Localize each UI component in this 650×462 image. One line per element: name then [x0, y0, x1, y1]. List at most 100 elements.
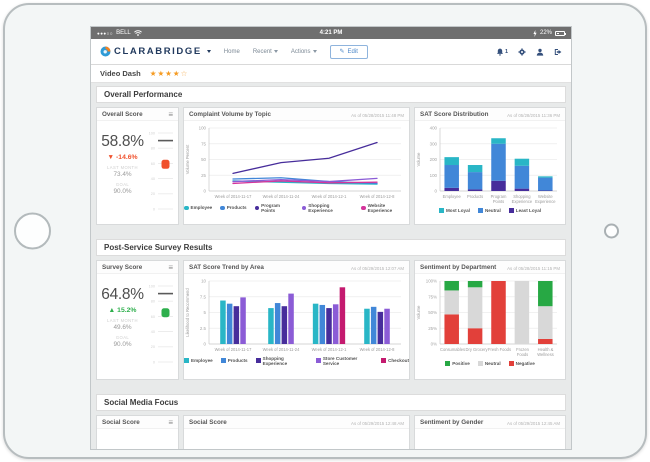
- legend-label: Shopping Experience: [308, 202, 333, 213]
- chart-canvas: 0% 25% 50% 75% 100% Volume: [416, 279, 557, 347]
- pencil-icon: ✎: [339, 49, 345, 55]
- chart-legend: Positive Neutral Negative: [415, 360, 565, 366]
- x-tick-label: Fresh Foods: [488, 347, 512, 352]
- app-navbar: CLARABRIDGE Home Recent Actions ✎ Edit: [91, 39, 571, 65]
- panel-title: SAT Score Trend by Area: [189, 264, 264, 271]
- panel-title: Survey Score: [102, 264, 143, 271]
- user-icon: [536, 48, 544, 56]
- nav-item-label: Home: [223, 48, 240, 55]
- sign-out-icon: [554, 48, 562, 55]
- edit-button[interactable]: ✎ Edit: [329, 44, 368, 59]
- brand-logo[interactable]: CLARABRIDGE: [100, 46, 211, 57]
- panel-menu-icon[interactable]: ≡: [168, 418, 173, 427]
- legend-item[interactable]: Products: [220, 205, 247, 210]
- legend-item[interactable]: Shopping Experience: [301, 202, 353, 213]
- edit-button-label: Edit: [347, 48, 358, 55]
- battery-percent: 22%: [539, 30, 552, 36]
- x-tick-label: Frozen Foods: [516, 347, 529, 357]
- svg-text:80: 80: [151, 147, 155, 151]
- user-button[interactable]: [536, 48, 544, 56]
- section-overall-performance: Overall Performance: [96, 86, 566, 103]
- legend-swatch: [477, 360, 483, 366]
- legend-item[interactable]: Neutral: [477, 207, 501, 213]
- legend-item[interactable]: Products: [220, 358, 248, 364]
- x-tick-label: Employee: [442, 194, 461, 199]
- legend-swatch: [361, 205, 366, 211]
- legend-swatch: [477, 207, 483, 213]
- svg-text:10: 10: [201, 279, 206, 284]
- nav-item-label: Recent: [252, 48, 272, 55]
- legend-label: Store Customer Service: [322, 355, 358, 366]
- svg-text:300: 300: [430, 141, 438, 146]
- svg-text:200: 200: [430, 157, 438, 162]
- x-tick-label: Health & Wellness: [537, 347, 554, 357]
- nav-item-actions[interactable]: Actions: [291, 49, 317, 55]
- svg-text:100: 100: [149, 284, 155, 288]
- score-gauge: 100 80 60 40 20 0: [145, 279, 176, 369]
- svg-text:100: 100: [199, 126, 207, 131]
- sat-distribution-chart: 0 100 200 300 400 Volume Employee Products Progr…: [415, 121, 565, 213]
- legend-label: Employee: [190, 205, 213, 211]
- nav-item-home[interactable]: Home: [224, 49, 240, 55]
- gear-icon: [518, 47, 526, 56]
- nav-item-label: Actions: [290, 48, 311, 55]
- legend-swatch: [508, 207, 514, 213]
- notification-count-badge: 1: [504, 48, 508, 55]
- svg-text:400: 400: [430, 126, 438, 131]
- legend-swatch: [184, 358, 189, 364]
- x-tick-label: Shopping Experience: [511, 194, 533, 204]
- goal-value: 90.0%: [113, 188, 132, 195]
- home-button[interactable]: [14, 212, 51, 250]
- legend-swatch: [220, 358, 226, 364]
- charging-bolt-icon: [533, 29, 537, 37]
- x-tick-label: Week of 2014-11-17: [214, 347, 252, 352]
- legend-swatch: [184, 205, 189, 211]
- legend-label: Least Loyal: [515, 207, 542, 213]
- tablet-frame: ●●●○○ BELL 4:21 PM 22%: [3, 3, 647, 459]
- panel-title: Sentiment by Department: [420, 264, 497, 271]
- svg-text:0: 0: [435, 189, 438, 194]
- gauge-canvas: 100 80 60 40 20 0: [149, 284, 173, 364]
- nav-item-recent[interactable]: Recent: [253, 49, 278, 55]
- svg-text:50: 50: [201, 157, 206, 162]
- legend-item[interactable]: Neutral: [477, 360, 501, 366]
- panel-complaint-volume: Complaint Volume by Topic As of 05/28/20…: [183, 107, 410, 225]
- svg-text:25%: 25%: [428, 326, 437, 331]
- settings-button[interactable]: [518, 47, 526, 56]
- svg-text:60: 60: [151, 315, 155, 319]
- panel-sat-distribution: SAT Score Distribution As of 05/28/2015 …: [414, 107, 566, 225]
- kpi-delta: ▲ 15.2%: [100, 307, 145, 314]
- legend-item[interactable]: Checkout: [381, 358, 409, 364]
- svg-text:0: 0: [153, 360, 155, 364]
- svg-text:0: 0: [153, 207, 155, 211]
- star-rating[interactable]: ★★★★☆: [150, 69, 189, 78]
- carrier-label: BELL: [116, 30, 131, 36]
- wifi-icon: [133, 30, 142, 36]
- legend-item[interactable]: Store Customer Service: [315, 355, 373, 366]
- panel-menu-icon[interactable]: ≡: [168, 263, 173, 272]
- chart-canvas: 0 100 200 300 400 Volume: [416, 126, 557, 194]
- legend-item[interactable]: Program Points: [254, 203, 294, 213]
- sat-trend-chart: 0 2.5 5 7.5 10 Likelihood to Recommend Week of…: [184, 274, 409, 366]
- panel-title: Social Score: [189, 419, 227, 426]
- notifications-button[interactable]: 1: [496, 48, 508, 56]
- x-tick-label: Website Experience: [535, 194, 556, 204]
- legend-item[interactable]: Employee: [184, 205, 212, 210]
- legend-item[interactable]: Shopping Experience: [255, 356, 308, 366]
- clarabridge-swirl-icon: [100, 46, 111, 57]
- bell-icon: [496, 48, 503, 56]
- panel-menu-icon[interactable]: ≡: [168, 110, 173, 119]
- legend-item[interactable]: Positive: [445, 360, 470, 366]
- legend-item[interactable]: Negative: [508, 360, 535, 366]
- legend-item[interactable]: Employee: [184, 358, 213, 364]
- goal-label: GOAL: [115, 182, 130, 187]
- legend-item[interactable]: Least Loyal: [508, 207, 542, 213]
- x-tick-label: Week of 2014-12-1: [311, 347, 347, 352]
- legend-item[interactable]: Website Experience: [361, 203, 409, 213]
- as-of-timestamp: As of 05/29/2015 12:45 AM: [507, 421, 560, 426]
- camera: [604, 223, 619, 239]
- legend-item[interactable]: Most Loyal: [438, 207, 470, 213]
- logout-button[interactable]: [554, 48, 562, 56]
- legend-label: Negative: [515, 360, 535, 366]
- svg-text:100: 100: [149, 131, 155, 135]
